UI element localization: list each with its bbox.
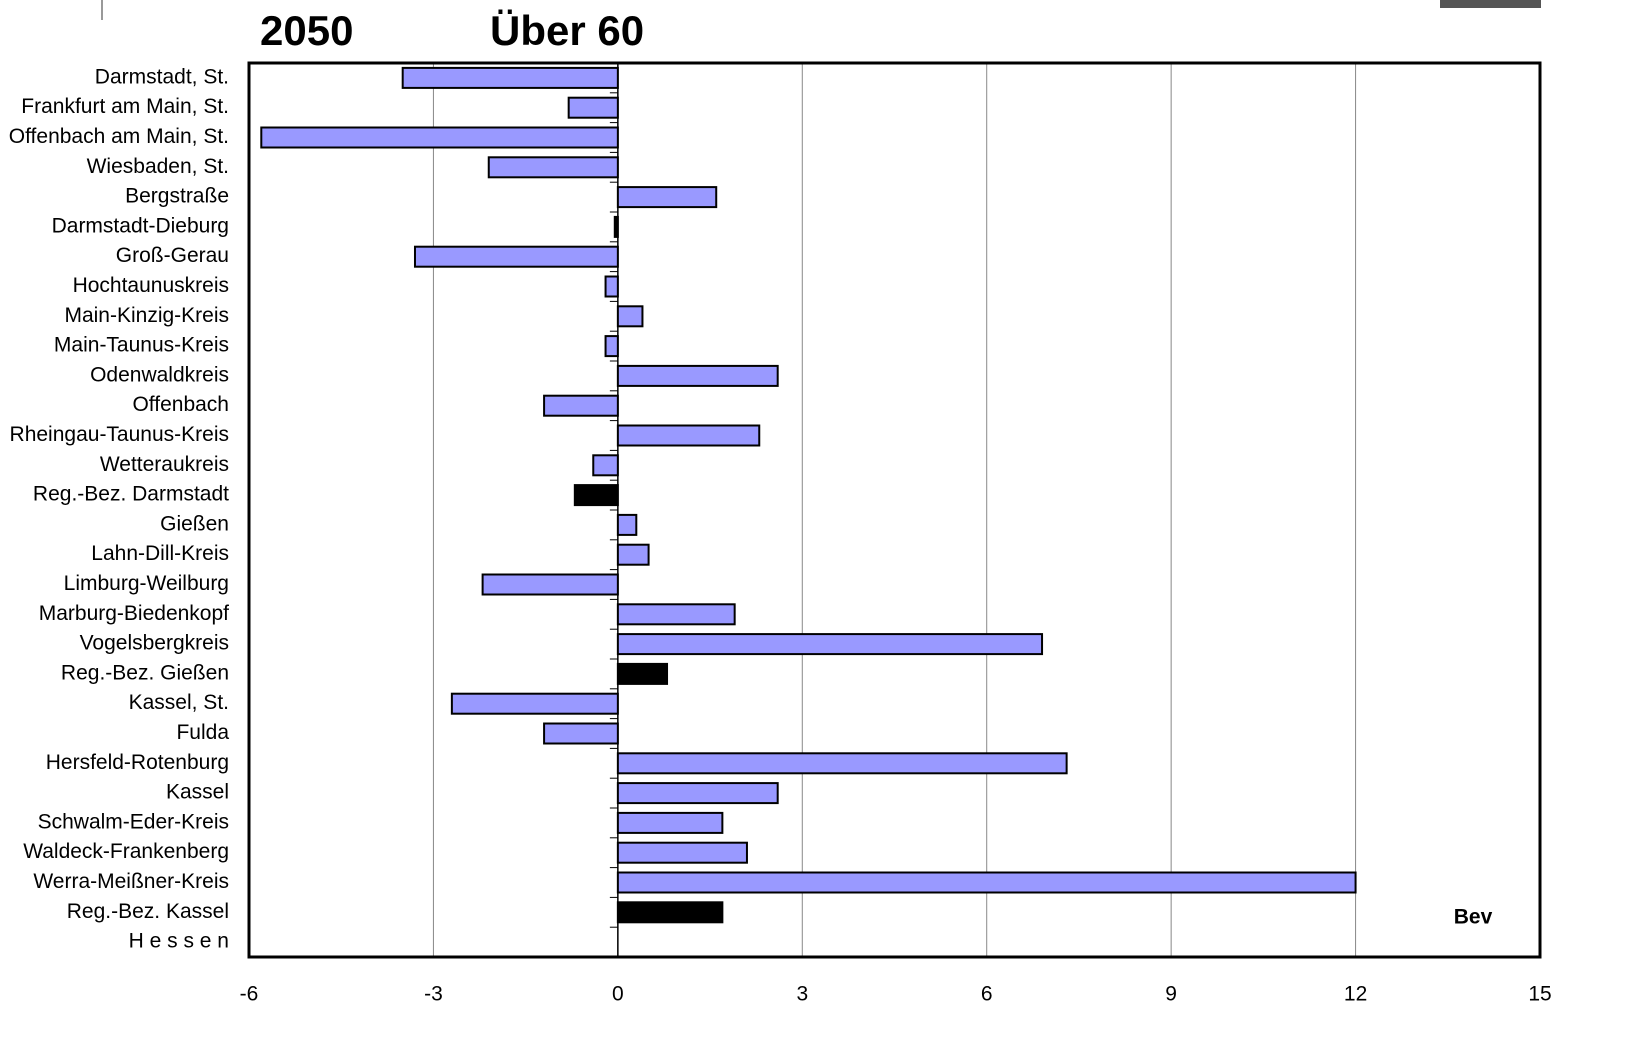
bar xyxy=(401,66,619,89)
x-tick-label: 3 xyxy=(796,983,808,1006)
y-tick-label: H e s s e n xyxy=(129,930,229,953)
bar xyxy=(592,454,619,477)
bar xyxy=(260,126,619,149)
bar xyxy=(616,305,644,328)
bar xyxy=(481,573,619,596)
bar xyxy=(450,692,619,715)
bar xyxy=(616,603,736,626)
y-tick-label: Main-Taunus-Kreis xyxy=(54,334,229,357)
y-tick-label: Rheingau-Taunus-Kreis xyxy=(10,423,229,446)
chart-title: 2050 xyxy=(260,7,353,54)
x-tick-label: 6 xyxy=(981,983,993,1006)
y-tick-label: Wetteraukreis xyxy=(100,453,229,476)
y-tick-label: Darmstadt-Dieburg xyxy=(52,214,229,237)
y-tick-label: Reg.-Bez. Kassel xyxy=(67,900,229,923)
y-tick-label: Wiesbaden, St. xyxy=(87,155,229,178)
bar xyxy=(616,871,1357,894)
y-tick-label: Hochtaunuskreis xyxy=(73,274,229,297)
bar xyxy=(567,96,619,119)
bar xyxy=(613,215,619,238)
bar xyxy=(616,752,1068,775)
y-tick-label: Hersfeld-Rotenburg xyxy=(46,751,229,774)
y-tick-label: Main-Kinzig-Kreis xyxy=(64,304,229,327)
y-tick-label: Gießen xyxy=(160,512,229,535)
y-tick-label: Schwalm-Eder-Kreis xyxy=(38,810,229,833)
y-tick-label: Groß-Gerau xyxy=(116,244,229,267)
bar xyxy=(616,841,748,864)
chart-subtitle: Über 60 xyxy=(490,7,644,54)
x-tick-label: 0 xyxy=(612,983,624,1006)
corner-image xyxy=(1440,0,1541,8)
x-tick-label: 15 xyxy=(1528,983,1551,1006)
x-tick-label: 12 xyxy=(1344,983,1367,1006)
x-tick-label: 9 xyxy=(1165,983,1177,1006)
plot-frame xyxy=(247,61,1542,959)
y-tick-label: Odenwaldkreis xyxy=(90,363,229,386)
bar xyxy=(616,424,761,447)
y-tick-label: Kassel xyxy=(166,781,229,804)
bar xyxy=(543,394,619,417)
bar xyxy=(413,245,619,268)
y-tick-label: Waldeck-Frankenberg xyxy=(23,840,229,863)
x-tick-label: -3 xyxy=(424,983,443,1006)
bar xyxy=(543,722,619,745)
bar xyxy=(616,633,1044,656)
bar xyxy=(616,186,718,209)
y-tick-label: Lahn-Dill-Kreis xyxy=(91,542,229,565)
bar xyxy=(616,662,669,685)
x-tick-label: -6 xyxy=(240,983,259,1006)
bar xyxy=(616,513,638,536)
y-tick-label: Offenbach xyxy=(132,393,229,416)
y-tick-label: Fulda xyxy=(176,721,229,744)
y-tick-label: Limburg-Weilburg xyxy=(64,572,229,595)
y-tick-label: Werra-Meißner-Kreis xyxy=(33,870,229,893)
y-tick-label: Darmstadt, St. xyxy=(95,65,229,88)
bar xyxy=(616,782,779,805)
y-tick-label: Vogelsbergkreis xyxy=(80,632,229,655)
bar xyxy=(616,811,724,834)
y-tick-label: Reg.-Bez. Gießen xyxy=(61,661,229,684)
y-tick-label: Bergstraße xyxy=(125,185,229,208)
bar xyxy=(616,543,650,566)
y-tick-label: Marburg-Biedenkopf xyxy=(39,602,229,625)
bar xyxy=(573,484,619,507)
annotation: Bev xyxy=(1454,906,1493,929)
y-tick-label: Kassel, St. xyxy=(129,691,229,714)
bar xyxy=(487,156,619,179)
y-tick-label: Offenbach am Main, St. xyxy=(9,125,229,148)
bar xyxy=(604,335,619,358)
bar xyxy=(616,364,779,387)
y-tick-label: Frankfurt am Main, St. xyxy=(21,95,229,118)
bar xyxy=(616,901,724,924)
y-tick-label: Reg.-Bez. Darmstadt xyxy=(33,483,229,506)
bar xyxy=(604,275,619,298)
